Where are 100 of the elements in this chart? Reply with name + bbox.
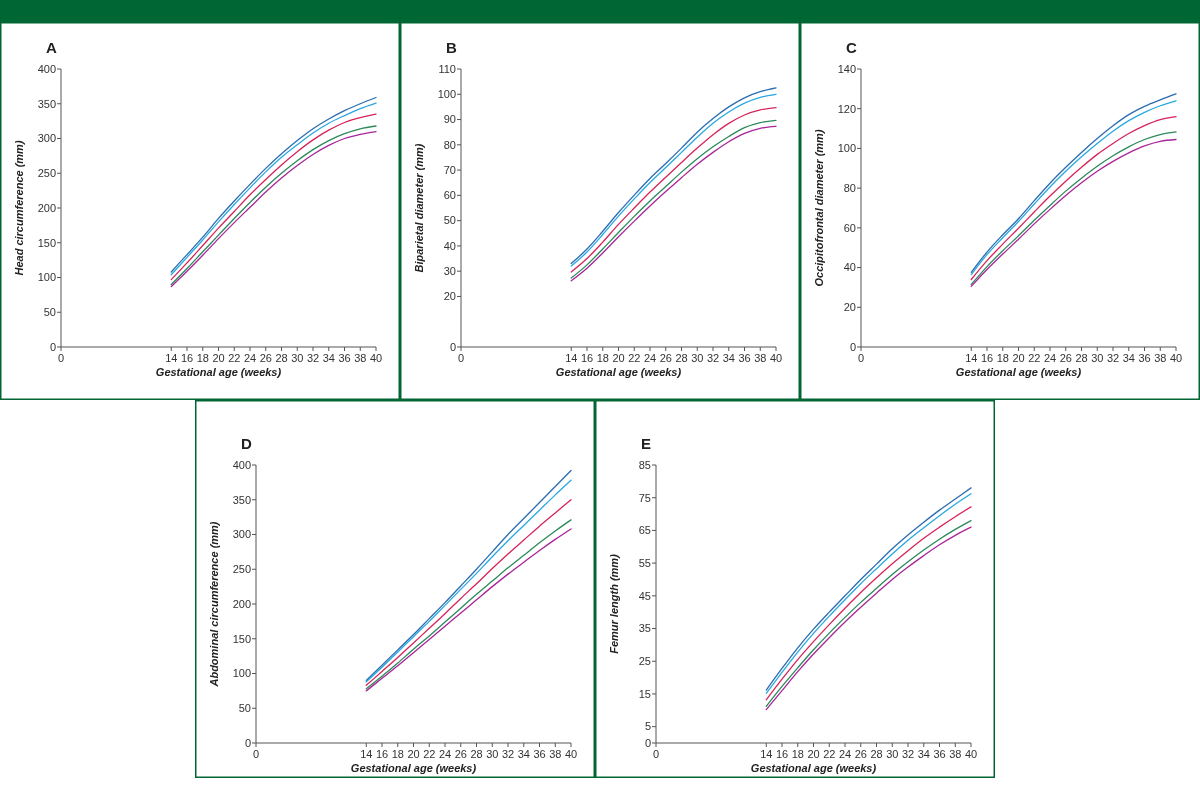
chart-title: A [46,39,57,56]
x-axis-title: Gestational age (weeks) [555,366,682,378]
y-tick-label: 0 [449,340,456,353]
y-tick-label: 65 [638,524,651,537]
x-tick-label: 24 [243,352,257,364]
y-tick-label: 25 [638,655,651,668]
x-tick-label: 36 [933,748,946,760]
y-tick-label: 0 [49,340,56,353]
y-tick-label: 100 [837,142,856,155]
y-tick-label: 80 [843,181,856,194]
chart-title: B [446,39,457,56]
x-tick-label: 16 [775,748,789,760]
y-tick-label: 0 [644,736,651,749]
y-axis-title: Occipitofrontal diameter (mm) [813,129,825,287]
y-tick-label: 150 [37,236,56,249]
x-tick-label: 40 [1169,352,1183,364]
y-axis-title: Abdominal circumference (mm) [208,521,220,688]
y-tick-label: 85 [638,458,651,471]
y-tick-label: 20 [443,290,456,303]
x-tick-label: 32 [901,748,915,760]
x-tick-label: 0 [457,352,465,364]
x-tick-label: 22 [628,352,641,364]
y-tick-label: 140 [837,62,856,75]
x-tick-label: 24 [438,748,452,760]
chart-title: D [241,435,252,452]
x-tick-label: 32 [1106,352,1120,364]
y-tick-label: 40 [443,239,456,252]
y-tick-label: 100 [232,667,251,680]
y-tick-label: 350 [232,493,251,506]
y-tick-label: 80 [443,138,456,151]
y-tick-label: 300 [232,528,251,541]
x-tick-label: 14 [565,352,578,364]
y-axis-title: Biparietal diameter (mm) [413,143,425,273]
x-tick-label: 18 [791,748,804,760]
y-tick-label: 40 [843,261,856,274]
x-tick-label: 18 [596,352,609,364]
y-tick-label: 0 [849,340,856,353]
x-tick-label: 32 [306,352,320,364]
x-tick-label: 26 [854,748,867,760]
x-tick-label: 36 [338,352,351,364]
x-axis-title: Gestational age (weeks) [350,762,477,774]
y-tick-label: 400 [232,458,251,471]
x-tick-label: 16 [980,352,994,364]
x-tick-label: 30 [691,352,704,364]
x-tick-label: 14 [760,748,773,760]
x-tick-label: 20 [407,748,420,760]
x-tick-label: 32 [706,352,720,364]
y-tick-label: 100 [437,88,456,101]
y-axis-title: Head circumference (mm) [13,140,25,276]
y-tick-label: 50 [443,214,456,227]
x-tick-label: 14 [965,352,978,364]
x-tick-label: 28 [870,748,883,760]
y-tick-label: 50 [43,306,56,319]
x-tick-label: 0 [57,352,65,364]
x-tick-label: 34 [1122,352,1135,364]
x-tick-label: 16 [580,352,594,364]
y-tick-label: 20 [843,301,856,314]
x-tick-label: 26 [659,352,672,364]
x-tick-label: 36 [533,748,546,760]
x-tick-label: 34 [322,352,335,364]
x-tick-label: 20 [212,352,225,364]
y-tick-label: 350 [37,97,56,110]
x-tick-label: 40 [564,748,578,760]
x-tick-label: 22 [423,748,436,760]
y-tick-label: 250 [37,167,56,180]
y-axis-title: Femur length (mm) [608,553,620,654]
chart-title: C [846,39,857,56]
x-tick-label: 38 [549,748,562,760]
x-tick-label: 14 [165,352,178,364]
x-tick-label: 24 [643,352,657,364]
x-tick-label: 22 [228,352,241,364]
y-tick-label: 300 [37,132,56,145]
y-tick-label: 70 [443,163,456,176]
x-axis-title: Gestational age (weeks) [750,762,877,774]
y-tick-label: 55 [638,556,651,569]
x-axis-title: Gestational age (weeks) [955,366,1082,378]
x-tick-label: 28 [470,748,483,760]
x-tick-label: 40 [964,748,978,760]
x-tick-label: 26 [259,352,272,364]
x-tick-label: 28 [275,352,288,364]
y-tick-label: 150 [232,632,251,645]
x-tick-label: 28 [1075,352,1088,364]
x-tick-label: 22 [823,748,836,760]
y-tick-label: 90 [443,113,456,126]
x-tick-label: 16 [375,748,389,760]
x-tick-label: 34 [917,748,930,760]
x-tick-label: 34 [722,352,735,364]
x-tick-label: 34 [517,748,530,760]
x-tick-label: 0 [652,748,660,760]
x-tick-label: 20 [612,352,625,364]
x-tick-label: 18 [996,352,1009,364]
x-tick-label: 20 [807,748,820,760]
x-tick-label: 26 [454,748,467,760]
x-tick-label: 20 [1012,352,1025,364]
x-tick-label: 0 [857,352,865,364]
x-tick-label: 30 [886,748,899,760]
x-tick-label: 28 [675,352,688,364]
x-tick-label: 14 [360,748,373,760]
y-tick-label: 15 [638,687,651,700]
x-tick-label: 40 [769,352,783,364]
